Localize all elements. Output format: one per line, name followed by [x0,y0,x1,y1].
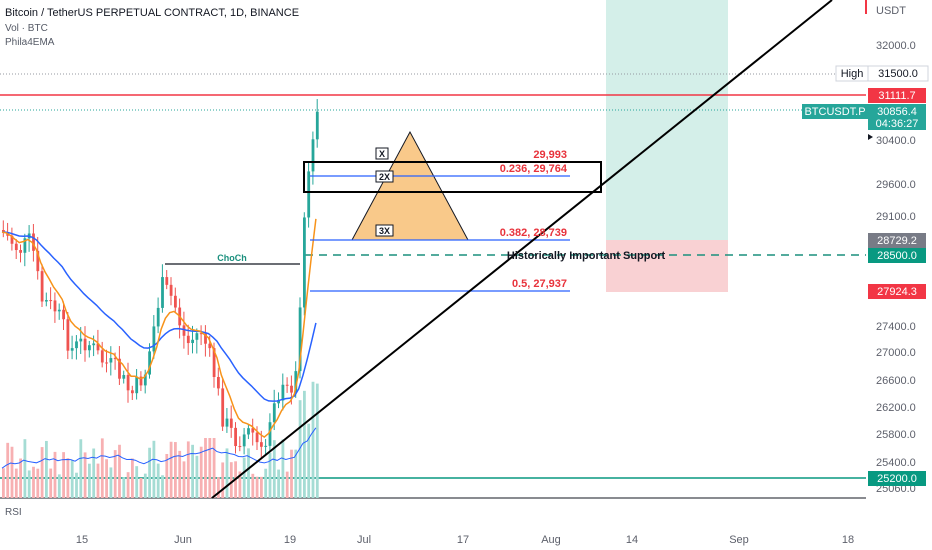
play-icon[interactable] [868,134,873,140]
x-tick-label: Jun [174,534,192,546]
y-tick-label: 29600.0 [876,179,916,191]
volume-ma-line [1,427,317,469]
y-tick-label: 26600.0 [876,375,916,387]
high-value-tag [867,65,929,82]
x-tick-label: Sep [729,534,749,546]
support-tag [868,248,926,263]
candles [2,99,319,460]
x-tick-label: Aug [541,534,561,546]
triangle-pattern [351,130,469,241]
bottom-tag [868,471,926,486]
stop-loss-zone [606,240,728,292]
support-annotation: Historically Important Support [507,250,666,262]
rsi-label: RSI [5,507,22,518]
x-tick-label: Jul [357,534,371,546]
y-tick-label: 25400.0 [876,457,916,469]
x-tick-label: 17 [457,534,469,546]
high-tag-label: High [841,68,864,80]
box-2x [375,170,394,183]
choch-label: ChoCh [217,253,247,263]
x-tick-label: 15 [76,534,88,546]
volume-label: Vol · BTC [5,23,48,34]
y-tick-label: 26200.0 [876,402,916,414]
fib-label-236: 0.236, 29,764 [500,163,568,175]
fib-label-382: 0.382, 28,739 [500,227,567,239]
stop-value: 27924.3 [877,286,917,298]
y-tick-label: 30400.0 [876,135,916,147]
y-tick-label: 27000.0 [876,347,916,359]
indicator-label: Phila4EMA [5,37,55,48]
box-x [375,147,389,160]
axis-unit: USDT [876,5,906,17]
high-value: 31500.0 [878,68,918,80]
stop-tag [868,284,926,299]
box-2x-label: 2X [379,172,390,182]
gray-tag [868,233,926,248]
box-x-label: X [379,149,385,159]
countdown-value: 04:36:27 [876,118,919,130]
x-tick-label: 19 [284,534,296,546]
key-zone-box [303,161,602,193]
symbol-tag [802,104,868,119]
x-tick-label: 18 [842,534,854,546]
y-tick-label: 32000.0 [876,40,916,52]
y-tick-label: 25800.0 [876,429,916,441]
chart-title: Bitcoin / TetherUS PERPETUAL CONTRACT, 1… [5,7,300,19]
box-3x-label: 3X [379,226,390,236]
y-tick-label: 27400.0 [876,321,916,333]
symbol-label: BTCUSDT.P [804,106,865,118]
trend-line [211,0,833,499]
last-price-value: 30856.4 [877,106,917,118]
bottom-value: 25200.0 [877,473,917,485]
red-level-tag [868,88,926,103]
box-3x [375,224,394,237]
gray-value: 28729.2 [877,235,917,247]
fib-label-top: 29,993 [533,149,567,161]
red-level-value: 31111.7 [878,90,915,102]
take-profit-zone [606,0,728,240]
ema-fast-line [1,218,317,439]
fib-label-500: 0.5, 27,937 [512,278,567,290]
volume-bars [2,381,319,498]
support-value: 28500.0 [877,250,917,262]
x-tick-label: 14 [626,534,638,546]
y-tick-label: 29100.0 [876,211,916,223]
last-price-tag [868,104,926,130]
